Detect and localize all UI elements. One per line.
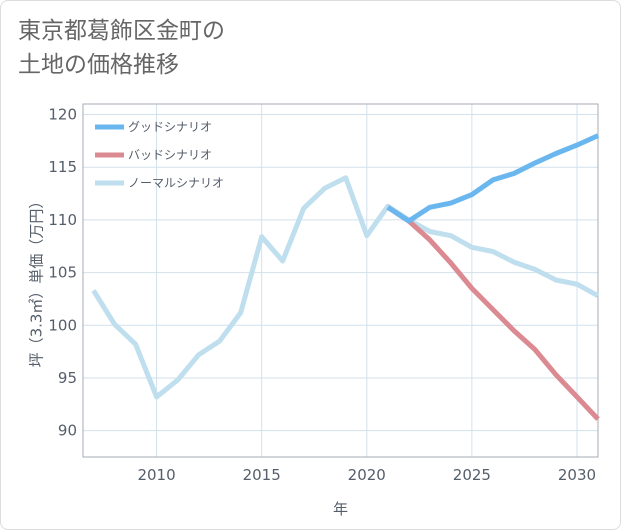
- plot-area-border: [82, 103, 599, 458]
- chart-title-line-1: 東京都葛飾区金町の: [18, 18, 225, 44]
- series-line-1: [386, 205, 600, 421]
- x-tick-label-2015: 2015: [243, 466, 281, 484]
- series-line-2: [91, 175, 600, 400]
- y-tick-label-95: 95: [58, 369, 77, 387]
- y-tick-label-105: 105: [48, 264, 77, 282]
- series-layer: [91, 133, 600, 421]
- x-tick-label-2010: 2010: [137, 466, 175, 484]
- y-tick-label-100: 100: [48, 316, 77, 334]
- x-tick-label-2020: 2020: [348, 466, 386, 484]
- series-line-0: [386, 133, 600, 224]
- y-tick-label-90: 90: [58, 422, 77, 440]
- y-axis-title: 坪（3.3㎡）単価（万円）: [28, 194, 46, 368]
- legend-label-1: バッドシナリオ: [128, 148, 212, 162]
- y-tick-label-120: 120: [48, 106, 77, 124]
- y-tick-label-110: 110: [48, 211, 77, 229]
- legend-label-2: ノーマルシナリオ: [128, 176, 224, 190]
- x-tick-label-2030: 2030: [558, 466, 596, 484]
- y-tick-label-115: 115: [48, 158, 77, 176]
- chart-title: 東京都葛飾区金町の 土地の価格推移: [18, 14, 225, 82]
- x-tick-label-2025: 2025: [453, 466, 491, 484]
- tick-labels: 2010 2015 2020 2025 2030 90 95 100 105 110 115 120: [48, 106, 596, 484]
- legend-label-0: グッドシナリオ: [128, 120, 212, 134]
- x-axis-title: 年: [333, 500, 348, 518]
- chart-title-line-2: 土地の価格推移: [18, 52, 179, 78]
